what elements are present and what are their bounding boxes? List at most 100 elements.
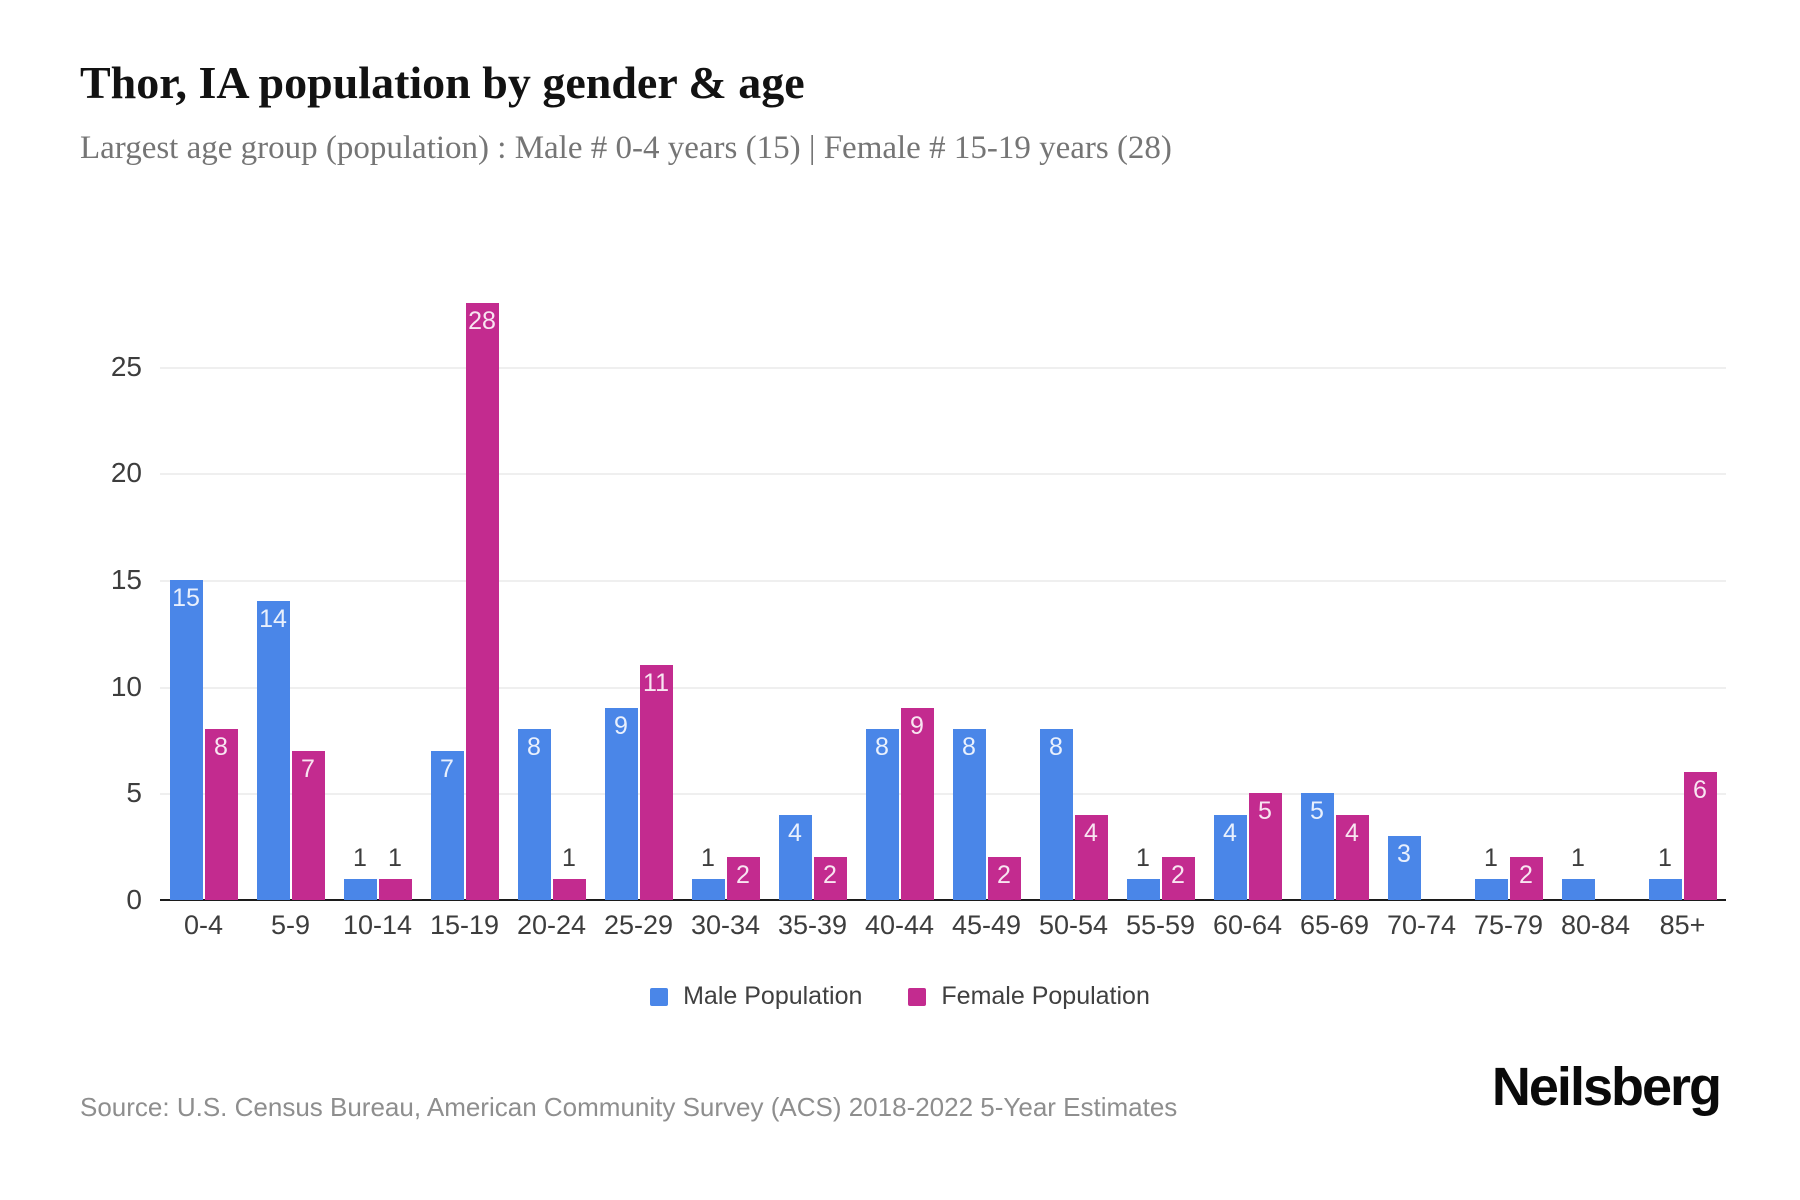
bar-group-35-39: 35-39 4 2: [769, 260, 856, 939]
bar-male-65-69[interactable]: [1300, 793, 1334, 900]
bar-value-label: 3: [1397, 840, 1411, 868]
neilsberg-logo: Neilsberg: [1491, 1057, 1722, 1117]
bar-group-55-59: 55-59 1 2: [1117, 260, 1204, 938]
bar-male-85plus[interactable]: [1648, 878, 1682, 900]
bar-male-10-14[interactable]: [343, 878, 377, 900]
bar-value-label: 1: [701, 843, 715, 872]
bar-value-label: 4: [1223, 818, 1237, 847]
bar-male-55-59[interactable]: [1126, 878, 1160, 900]
page-title: Thor, IA population by gender & age: [80, 57, 805, 108]
bar-value-label: 2: [1171, 861, 1185, 890]
bar-value-label: 1: [1136, 843, 1150, 872]
bar-male-0-4[interactable]: [169, 580, 203, 900]
x-axis-label: 10-14: [342, 910, 413, 940]
bar-value-label: 1: [1571, 843, 1585, 872]
bar-group-20-24: 20-24 8 1: [508, 260, 595, 939]
bar-female-40-44[interactable]: [900, 708, 934, 900]
bar-female-35-39[interactable]: [813, 857, 847, 900]
x-axis-label: 85+: [1659, 910, 1706, 940]
bar-value-label: 2: [997, 861, 1011, 890]
gridline-y-15: [160, 580, 1726, 582]
bar-value-label: 2: [736, 861, 750, 890]
bar-value-label: 8: [1049, 733, 1063, 762]
bar-female-30-34[interactable]: [726, 857, 760, 900]
bar-male-30-34[interactable]: [691, 878, 725, 900]
bar-value-label: 7: [440, 754, 454, 783]
bar-value-label: 8: [962, 733, 976, 762]
bar-female-75-79[interactable]: [1509, 857, 1543, 900]
bar-value-label: 14: [259, 605, 287, 634]
bar-value-label: 8: [875, 733, 889, 762]
bar-value-label: 11: [643, 669, 669, 698]
bar-group-10-14: 10-14 1 1: [334, 260, 421, 938]
legend-label-female: Female Population: [941, 982, 1150, 1010]
bar-female-45-49[interactable]: [987, 857, 1021, 900]
bar-group-15-19: 15-19 7 28: [421, 260, 508, 939]
bar-male-50-54[interactable]: [1039, 729, 1073, 900]
bar-female-20-24[interactable]: [552, 878, 586, 900]
bar-group-65-69: 65-69 5 4: [1291, 260, 1378, 939]
bar-male-5-9[interactable]: [256, 601, 290, 900]
x-axis-label: 30-34: [690, 910, 761, 940]
x-axis-label: 35-39: [777, 910, 848, 940]
bar-group-45-49: 45-49 8 2: [943, 260, 1030, 939]
bar-male-15-19[interactable]: [430, 750, 464, 900]
bar-value-label: 8: [527, 733, 541, 762]
gridline-y-5: [160, 793, 1726, 796]
bar-group-25-29: 25-29 9 11: [595, 260, 682, 939]
bar-male-25-29[interactable]: [604, 708, 638, 900]
legend-item-male: Male Population: [650, 982, 862, 1011]
bar-female-25-29[interactable]: [639, 665, 673, 900]
bar-group-30-34: 30-34 1 2: [682, 260, 769, 938]
bar-value-label: 1: [388, 843, 402, 872]
x-axis-label: 55-59: [1125, 910, 1196, 940]
bar-group-75-79: 75-79 1 2: [1465, 260, 1552, 938]
x-axis-label: 20-24: [516, 910, 587, 940]
chart-legend: Male Population Female Population: [0, 982, 1800, 1011]
bar-male-45-49[interactable]: [952, 729, 986, 900]
y-axis-tick-label: 15: [110, 564, 142, 595]
bar-female-85plus[interactable]: [1683, 772, 1717, 900]
bar-female-60-64[interactable]: [1248, 793, 1282, 900]
bar-female-55-59[interactable]: [1161, 857, 1195, 900]
y-axis-tick-label: 0: [126, 884, 142, 915]
bar-value-label: 1: [1658, 843, 1672, 872]
bar-male-80-84[interactable]: [1561, 878, 1595, 900]
bar-female-0-4[interactable]: [204, 729, 238, 900]
bar-value-label: 4: [788, 818, 802, 847]
x-axis-label: 45-49: [951, 910, 1022, 940]
legend-swatch-female-icon: [908, 987, 927, 1006]
bar-value-label: 28: [468, 306, 496, 335]
x-axis-label: 40-44: [864, 910, 935, 940]
bar-male-40-44[interactable]: [865, 729, 899, 900]
bar-female-15-19[interactable]: [465, 302, 499, 900]
bar-male-35-39[interactable]: [778, 814, 812, 900]
bar-value-label: 8: [214, 733, 228, 762]
bar-male-75-79[interactable]: [1474, 878, 1508, 900]
bar-value-label: 1: [353, 843, 367, 872]
bar-male-20-24[interactable]: [517, 729, 551, 900]
bar-female-5-9[interactable]: [291, 750, 325, 900]
x-axis-label: 15-19: [429, 910, 500, 940]
bar-value-label: 15: [172, 584, 200, 612]
bar-value-label: 9: [910, 712, 924, 740]
x-axis-label: 70-74: [1386, 910, 1457, 940]
bar-female-10-14[interactable]: [378, 878, 412, 900]
chart-plot: 0 5 10 15 20 25 0-4 15 8 5-9 14 7 10-14 1 1 15-19 7 28 20-…: [111, 260, 1726, 939]
bar-group-40-44: 40-44 8 9: [856, 260, 943, 939]
bar-value-label: 9: [614, 712, 628, 740]
bar-group-60-64: 60-64 4 5: [1204, 260, 1291, 939]
bar-group-5-9: 5-9 14 7: [247, 260, 334, 939]
bar-value-label: 4: [1345, 818, 1359, 847]
gridline-y-20: [160, 473, 1726, 476]
bar-value-label: 7: [301, 754, 315, 783]
bar-male-70-74[interactable]: [1387, 836, 1421, 900]
x-axis-label: 75-79: [1473, 910, 1544, 940]
bar-value-label: 1: [1484, 843, 1498, 872]
bar-female-50-54[interactable]: [1074, 814, 1108, 900]
x-axis-label: 80-84: [1560, 910, 1631, 940]
bar-male-60-64[interactable]: [1213, 814, 1247, 900]
legend-swatch-male-icon: [650, 987, 669, 1006]
bar-female-65-69[interactable]: [1335, 814, 1369, 900]
